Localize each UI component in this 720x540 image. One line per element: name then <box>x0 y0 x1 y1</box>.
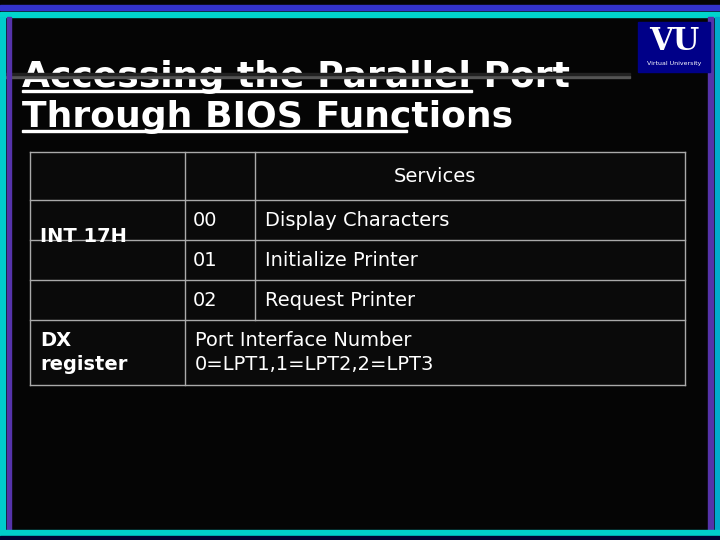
Text: 0=LPT1,1=LPT2,2=LPT3: 0=LPT1,1=LPT2,2=LPT3 <box>195 355 434 374</box>
Bar <box>0 536 720 540</box>
Text: Services: Services <box>394 166 476 186</box>
Bar <box>638 22 710 72</box>
Text: DX: DX <box>40 331 71 350</box>
Text: Request Printer: Request Printer <box>265 291 415 309</box>
Text: Accessing the Parallel Port: Accessing the Parallel Port <box>22 60 570 94</box>
Bar <box>0 530 720 535</box>
Text: register: register <box>40 355 127 374</box>
Text: 00: 00 <box>193 211 217 229</box>
Bar <box>22 130 407 132</box>
Bar <box>7 17 11 540</box>
Text: Display Characters: Display Characters <box>265 211 449 229</box>
Text: 01: 01 <box>193 251 217 269</box>
Bar <box>0 5 720 10</box>
Text: VU: VU <box>649 25 699 57</box>
Bar <box>22 90 472 92</box>
Text: Through BIOS Functions: Through BIOS Functions <box>22 100 513 134</box>
Text: Initialize Printer: Initialize Printer <box>265 251 418 269</box>
Bar <box>0 17 5 540</box>
Text: 02: 02 <box>193 291 217 309</box>
Bar <box>715 17 719 540</box>
Text: Port Interface Number: Port Interface Number <box>195 331 412 350</box>
Text: Virtual University: Virtual University <box>647 60 701 65</box>
Bar <box>30 152 685 385</box>
Bar <box>708 17 713 540</box>
Text: INT 17H: INT 17H <box>40 226 127 246</box>
Bar <box>0 12 720 17</box>
Bar <box>0 73 630 75</box>
Bar <box>0 76 630 78</box>
